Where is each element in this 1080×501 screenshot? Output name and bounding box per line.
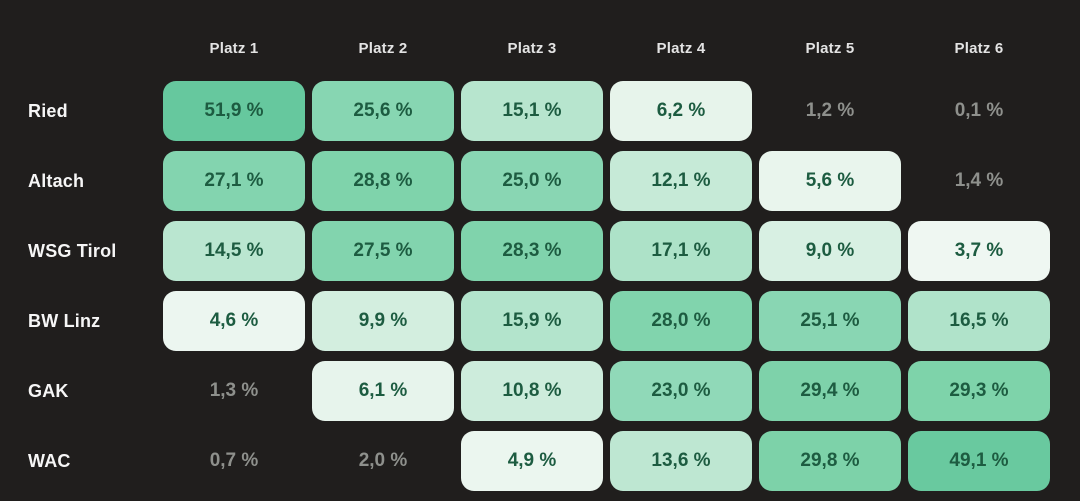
prob-cell: 13,6 % (610, 431, 752, 491)
column-header-platz-3: Platz 3 (507, 40, 557, 57)
team-label-bw-linz: BW Linz (28, 310, 101, 331)
prob-cell: 29,4 % (759, 361, 901, 421)
prob-cell: 28,3 % (461, 221, 603, 281)
prob-cell: 29,3 % (908, 361, 1050, 421)
prob-cell: 49,1 % (908, 431, 1050, 491)
prob-cell: 0,7 % (209, 450, 259, 471)
prob-cell: 12,1 % (610, 151, 752, 211)
prob-cell: 27,1 % (163, 151, 305, 211)
prob-cell: 9,9 % (312, 291, 454, 351)
prob-cell: 23,0 % (610, 361, 752, 421)
column-header-platz-2: Platz 2 (358, 40, 408, 57)
prob-cell: 1,4 % (954, 170, 1004, 191)
team-label-wsg-tirol: WSG Tirol (28, 240, 117, 261)
prob-cell: 15,9 % (461, 291, 603, 351)
prob-cell: 6,1 % (312, 361, 454, 421)
prob-cell: 17,1 % (610, 221, 752, 281)
prob-cell: 4,6 % (163, 291, 305, 351)
column-header-platz-1: Platz 1 (209, 40, 259, 57)
corner-spacer (0, 26, 156, 71)
prob-cell: 27,5 % (312, 221, 454, 281)
prob-cell: 3,7 % (908, 221, 1050, 281)
prob-cell: 1,2 % (805, 100, 855, 121)
prob-cell: 6,2 % (610, 81, 752, 141)
prob-cell: 5,6 % (759, 151, 901, 211)
team-label-wac: WAC (28, 450, 71, 471)
column-header-platz-6: Platz 6 (954, 40, 1004, 57)
probability-matrix: Platz 1 Platz 2 Platz 3 Platz 4 Platz 5 … (0, 26, 1050, 491)
prob-cell: 4,9 % (461, 431, 603, 491)
column-header-platz-5: Platz 5 (805, 40, 855, 57)
prob-cell: 15,1 % (461, 81, 603, 141)
prob-cell: 10,8 % (461, 361, 603, 421)
prob-cell: 25,6 % (312, 81, 454, 141)
prob-cell: 2,0 % (358, 450, 408, 471)
prob-cell: 16,5 % (908, 291, 1050, 351)
prob-cell: 28,0 % (610, 291, 752, 351)
prob-cell: 25,1 % (759, 291, 901, 351)
team-label-altach: Altach (28, 170, 85, 191)
prob-cell: 28,8 % (312, 151, 454, 211)
team-label-gak: GAK (28, 380, 69, 401)
team-label-ried: Ried (28, 100, 68, 121)
prob-cell: 29,8 % (759, 431, 901, 491)
prob-cell: 14,5 % (163, 221, 305, 281)
column-header-platz-4: Platz 4 (656, 40, 706, 57)
prob-cell: 51,9 % (163, 81, 305, 141)
prob-cell: 25,0 % (461, 151, 603, 211)
prob-cell: 0,1 % (954, 100, 1004, 121)
prob-cell: 9,0 % (759, 221, 901, 281)
prob-cell: 1,3 % (209, 380, 259, 401)
